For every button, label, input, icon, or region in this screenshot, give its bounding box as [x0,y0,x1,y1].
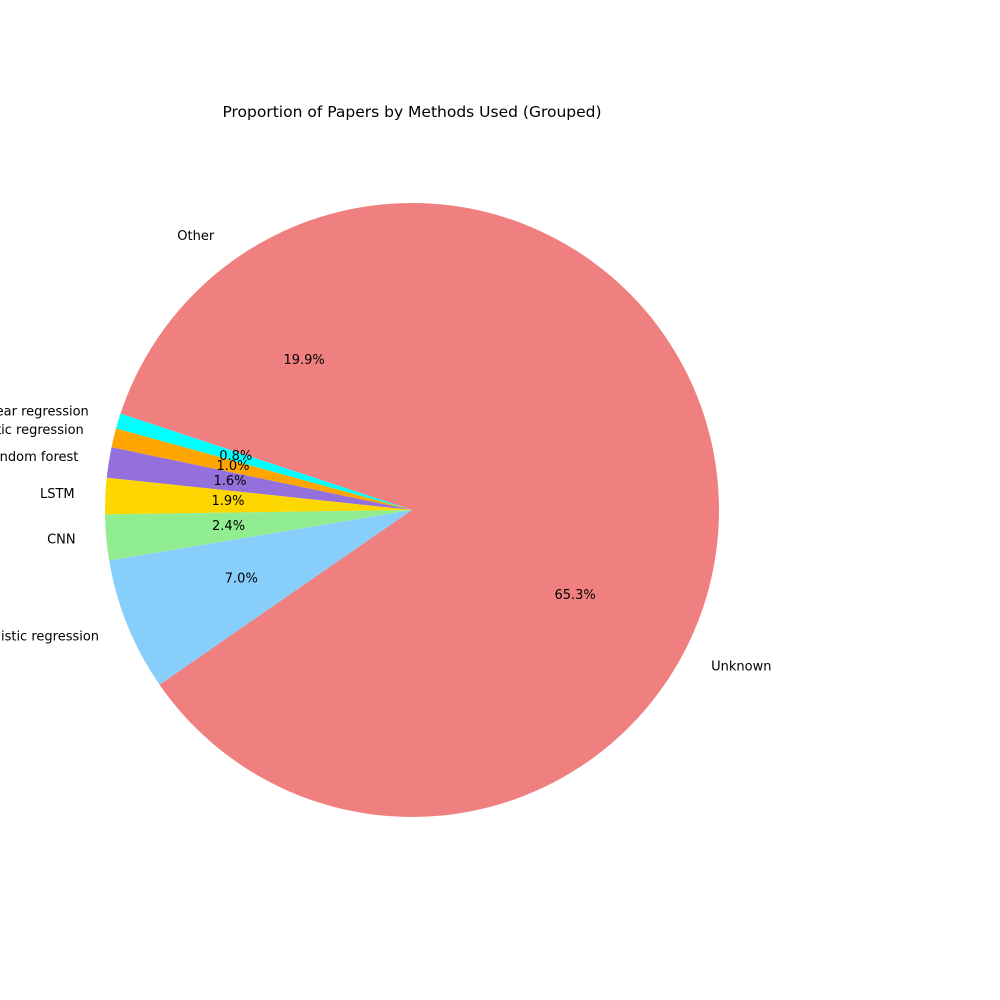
pct-label-other: 19.9% [283,353,324,368]
slice-label-other: Other [177,229,215,244]
pie-slice-cnn [105,510,413,561]
slice-labels: Other linear regression random forest, log… [0,229,771,674]
pie-slice-random-forest-logistic-regression [111,428,412,510]
pie-slice-other [120,203,412,510]
slice-label-cnn: CNN [47,533,76,548]
pct-label-random-forest-logistic-regression: 1.0% [216,459,249,474]
pie-slice-random-forest [106,447,412,510]
pct-label-linear-regression: 0.8% [219,449,252,464]
pie-slice-lstm [104,477,412,515]
pct-label-unknown: 65.3% [554,588,595,603]
pie-slice-linear-regression [116,413,413,510]
pct-label-cnn: 2.4% [212,519,245,534]
pct-label-random-forest: 1.6% [214,474,247,489]
pie-slice-unknown [159,203,720,817]
slice-label-random-forest: random forest [0,450,78,465]
slice-label-unknown: Unknown [711,659,771,674]
pie-slice-logistic-regression [109,510,412,685]
slice-label-random-forest-logistic-regression: random forest, logistic regression [0,423,84,438]
pie-slices [104,203,720,817]
chart-title: Proportion of Papers by Methods Used (Gr… [222,103,601,121]
slice-label-lstm: LSTM [40,487,75,502]
percent-labels: 19.9% 0.8%1.0%1.6% 1.9% 2.4% 7.0% 65.3% [211,353,595,603]
slice-label-linear-regression: linear regression [0,405,89,420]
slice-label-logistic-regression: logistic regression [0,629,99,644]
pct-label-logistic-regression: 7.0% [225,572,258,587]
pct-label-lstm: 1.9% [211,494,244,509]
